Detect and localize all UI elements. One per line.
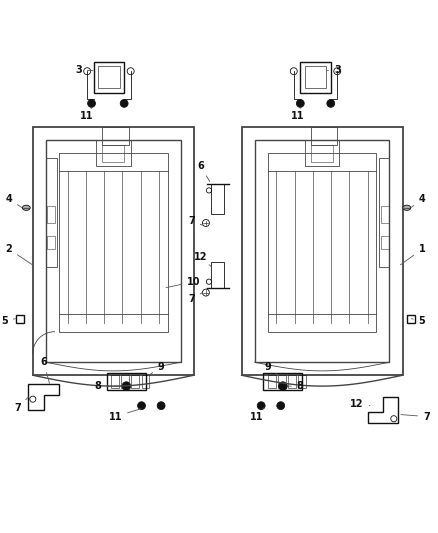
Bar (311, 127, 337, 145)
Bar (407, 315, 415, 322)
Bar (121, 375, 129, 388)
Bar (47, 206, 55, 223)
Text: 3: 3 (75, 65, 93, 75)
Bar (107, 373, 146, 391)
Text: 11: 11 (109, 409, 141, 422)
Text: 7: 7 (401, 411, 430, 422)
Bar (59, 154, 168, 332)
Bar (311, 145, 333, 162)
Bar (288, 375, 296, 388)
Bar (305, 67, 326, 88)
Ellipse shape (22, 205, 30, 211)
Text: 9: 9 (264, 361, 279, 376)
Bar (46, 140, 181, 362)
Circle shape (257, 402, 265, 409)
Bar (131, 375, 139, 388)
Text: 8: 8 (287, 381, 304, 391)
Text: 4: 4 (411, 194, 425, 207)
Text: 11: 11 (81, 108, 94, 122)
Bar (300, 62, 331, 93)
Text: 11: 11 (250, 408, 264, 422)
Bar (381, 236, 389, 249)
Text: 7: 7 (188, 216, 202, 226)
Text: 3: 3 (327, 65, 341, 75)
Text: 10: 10 (166, 277, 201, 288)
Text: 5: 5 (1, 316, 15, 326)
Bar (111, 375, 119, 388)
Text: 9: 9 (148, 361, 165, 376)
Text: 6: 6 (197, 160, 210, 181)
Bar (94, 62, 124, 93)
Circle shape (279, 382, 287, 391)
Text: 1: 1 (400, 244, 425, 265)
Bar (98, 67, 120, 88)
Bar (298, 375, 306, 388)
Bar (47, 236, 55, 249)
Text: 7: 7 (14, 397, 28, 413)
Text: 12: 12 (350, 399, 370, 408)
Bar (16, 315, 24, 322)
Text: 6: 6 (40, 357, 49, 383)
Text: 2: 2 (6, 244, 33, 265)
Text: 7: 7 (188, 293, 202, 304)
Text: 12: 12 (194, 252, 211, 266)
Circle shape (138, 402, 145, 409)
Bar (305, 140, 339, 166)
Circle shape (120, 100, 128, 107)
Bar (268, 375, 276, 388)
Bar (381, 206, 389, 223)
Text: 11: 11 (291, 108, 305, 122)
Bar (96, 140, 131, 166)
Bar (211, 184, 224, 214)
Bar (33, 127, 194, 375)
Bar (102, 127, 128, 145)
Circle shape (157, 402, 165, 409)
Text: 8: 8 (95, 381, 120, 391)
Circle shape (88, 100, 95, 107)
Circle shape (327, 100, 335, 107)
Circle shape (297, 100, 304, 107)
Circle shape (277, 402, 285, 409)
Bar (46, 158, 57, 266)
Bar (141, 375, 149, 388)
Circle shape (122, 382, 131, 391)
Text: 5: 5 (411, 316, 425, 326)
Bar (102, 145, 124, 162)
Bar (254, 140, 389, 362)
Bar (378, 158, 389, 266)
Bar (268, 154, 376, 332)
Bar (242, 127, 403, 375)
Ellipse shape (403, 205, 411, 211)
Bar (263, 373, 303, 391)
Bar (278, 375, 286, 388)
Text: 4: 4 (6, 194, 22, 207)
Bar (211, 262, 224, 288)
